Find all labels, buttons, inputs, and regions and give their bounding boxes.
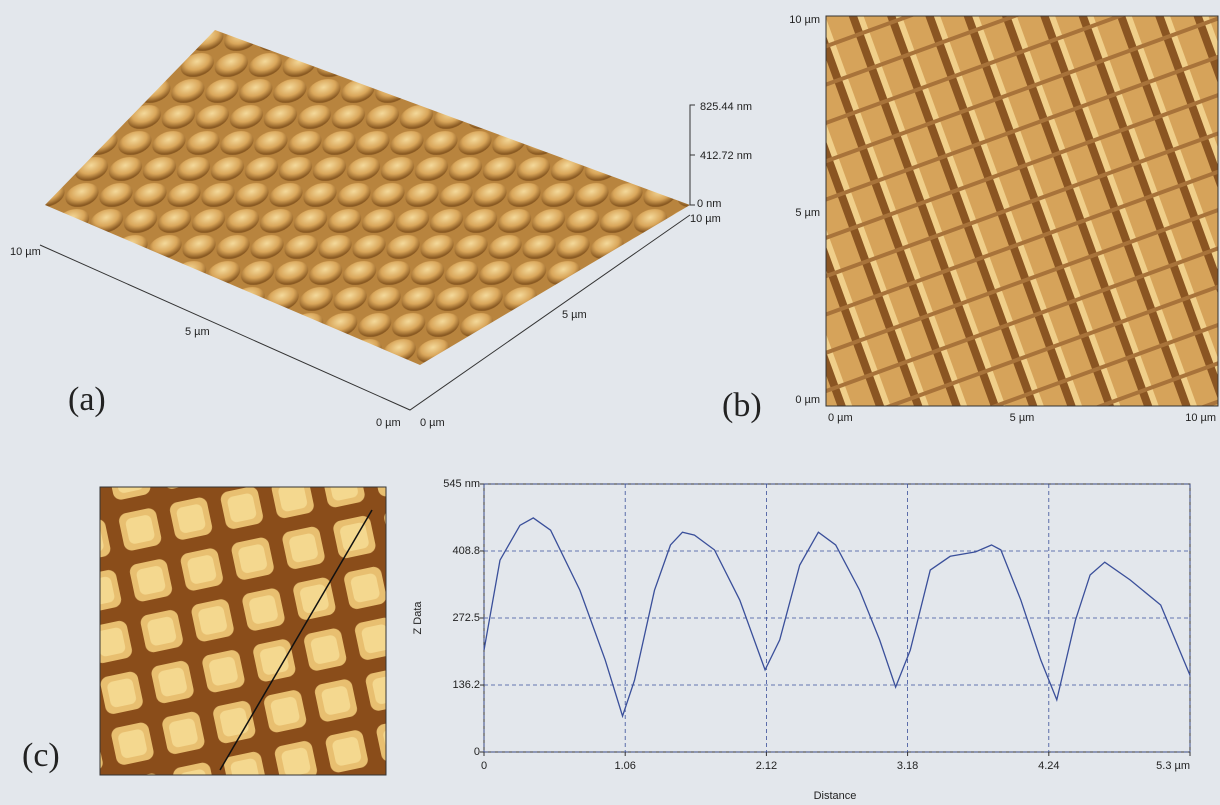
x-tick-label: 4.24 <box>1038 760 1059 772</box>
y-tick-label: 0 µm <box>795 394 820 406</box>
profile-chart: Distance Z Data 0 136.2 272.5 408.8 545 nm 0 1… <box>412 478 1190 802</box>
z-tick-label: 0 nm <box>697 198 721 210</box>
figure: 825.44 nm 412.72 nm 0 nm 10 µm 5 µm 0 µm… <box>0 0 1220 805</box>
x-tick-label: 10 µm <box>1185 412 1216 424</box>
x-tick-label: 3.18 <box>897 760 918 772</box>
axis-label: 5 µm <box>185 326 210 338</box>
y-tick-label: 0 <box>474 746 480 758</box>
afm-image <box>826 16 1218 406</box>
panel-label: (b) <box>722 387 762 424</box>
x-tick-label: 5 µm <box>1010 412 1035 424</box>
z-tick-label: 825.44 nm <box>700 101 752 113</box>
y-tick-label: 10 µm <box>789 14 820 26</box>
axis-label: 10 µm <box>690 213 721 225</box>
profile-curve <box>484 518 1190 716</box>
x-tick-label: 1.06 <box>614 760 635 772</box>
surface-3d <box>45 30 690 365</box>
axis-label: 0 µm <box>376 417 401 429</box>
axis-label: 10 µm <box>10 246 41 258</box>
page: 825.44 nm 412.72 nm 0 nm 10 µm 5 µm 0 µm… <box>0 0 1220 805</box>
x-axis-title: Distance <box>814 790 857 802</box>
x-tick-label: 2.12 <box>756 760 777 772</box>
x-tick-label: 5.3 µm <box>1156 760 1190 772</box>
x-tick-label: 0 µm <box>828 412 853 424</box>
y-tick-label: 272.5 <box>452 612 480 624</box>
y-tick-label: 545 nm <box>443 478 480 490</box>
axis-label: 5 µm <box>562 309 587 321</box>
y-axis-title: Z Data <box>412 601 424 635</box>
y-tick-label: 136.2 <box>452 679 480 691</box>
panel-label: (a) <box>68 381 106 418</box>
y-tick-label: 408.8 <box>452 545 480 557</box>
y-tick-label: 5 µm <box>795 207 820 219</box>
panel-label: (c) <box>22 737 60 774</box>
x-tick-label: 0 <box>481 760 487 772</box>
axis-label: 0 µm <box>420 417 445 429</box>
z-tick-label: 412.72 nm <box>700 150 752 162</box>
